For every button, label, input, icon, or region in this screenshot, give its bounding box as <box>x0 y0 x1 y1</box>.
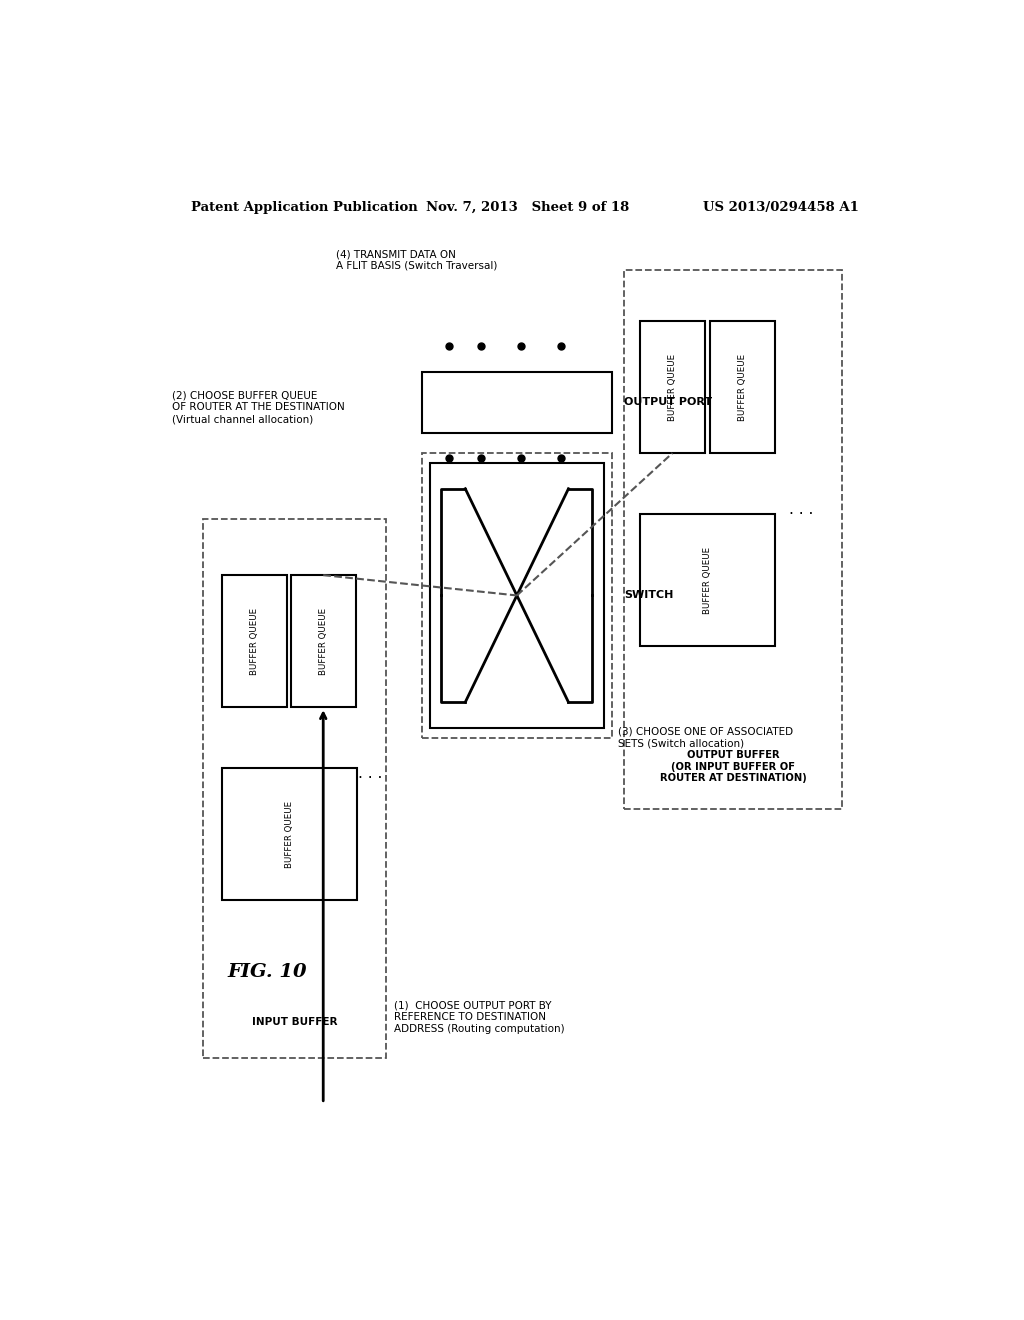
Bar <box>624 271 842 809</box>
Text: OUTPUT BUFFER
(OR INPUT BUFFER OF
ROUTER AT DESTINATION): OUTPUT BUFFER (OR INPUT BUFFER OF ROUTER… <box>659 750 807 784</box>
Text: BUFFER QUEUE: BUFFER QUEUE <box>250 607 259 675</box>
Text: US 2013/0294458 A1: US 2013/0294458 A1 <box>703 201 859 214</box>
Text: FIG. 10: FIG. 10 <box>227 962 307 981</box>
Text: (4) TRANSMIT DATA ON
A FLIT BASIS (Switch Traversal): (4) TRANSMIT DATA ON A FLIT BASIS (Switc… <box>336 249 498 271</box>
Bar <box>204 519 386 1057</box>
Text: INPUT BUFFER: INPUT BUFFER <box>252 1018 337 1027</box>
Text: BUFFER QUEUE: BUFFER QUEUE <box>737 354 746 421</box>
Text: (1)  CHOOSE OUTPUT PORT BY
REFERENCE TO DESTINATION
ADDRESS (Routing computation: (1) CHOOSE OUTPUT PORT BY REFERENCE TO D… <box>394 1001 564 1034</box>
Bar <box>422 372 612 433</box>
Text: BUFFER QUEUE: BUFFER QUEUE <box>318 607 328 675</box>
Text: . . .: . . . <box>788 502 813 516</box>
Bar <box>640 515 775 647</box>
Text: (3) CHOOSE ONE OF ASSOCIATED
SETS (Switch allocation): (3) CHOOSE ONE OF ASSOCIATED SETS (Switc… <box>618 727 794 748</box>
Bar <box>221 576 287 708</box>
Text: BUFFER QUEUE: BUFFER QUEUE <box>668 354 677 421</box>
Text: Patent Application Publication: Patent Application Publication <box>191 201 418 214</box>
Text: . . .: . . . <box>357 766 382 781</box>
Text: OUTPUT PORT: OUTPUT PORT <box>624 397 712 408</box>
Text: BUFFER QUEUE: BUFFER QUEUE <box>285 801 294 867</box>
Text: Nov. 7, 2013   Sheet 9 of 18: Nov. 7, 2013 Sheet 9 of 18 <box>426 201 629 214</box>
Bar <box>422 453 612 738</box>
Text: BUFFER QUEUE: BUFFER QUEUE <box>702 546 712 614</box>
Bar <box>430 463 604 727</box>
Text: (2) CHOOSE BUFFER QUEUE
OF ROUTER AT THE DESTINATION
(Virtual channel allocation: (2) CHOOSE BUFFER QUEUE OF ROUTER AT THE… <box>172 391 344 424</box>
Bar <box>291 576 355 708</box>
Bar <box>710 321 775 453</box>
Text: SWITCH: SWITCH <box>624 590 674 601</box>
Bar <box>221 768 356 900</box>
Bar <box>640 321 705 453</box>
